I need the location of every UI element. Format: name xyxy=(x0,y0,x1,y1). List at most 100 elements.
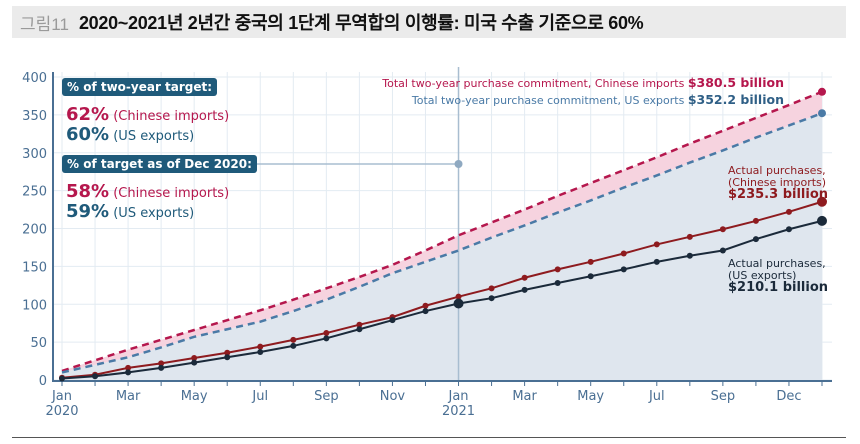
x-tick-label: Jan xyxy=(447,389,468,404)
us-commit-text: Total two-year purchase commitment, US e… xyxy=(411,94,685,107)
y-tick-label: 100 xyxy=(22,298,47,313)
us-actual-value: $210.1 billion xyxy=(728,280,829,295)
dec2020-us-label: (US exports) xyxy=(113,206,195,221)
bottom-divider xyxy=(12,437,846,438)
x-tick-year-label: 2020 xyxy=(45,404,78,419)
x-tick-label: Sep xyxy=(314,389,339,404)
us-actual-line-point xyxy=(356,326,363,333)
cn-actual-line-point xyxy=(554,266,561,273)
two-year-cn-stat: 62% (Chinese imports) xyxy=(66,104,229,125)
us-commitment-annotation: Total two-year purchase commitment, US e… xyxy=(412,92,784,107)
x-tick-label: Jan xyxy=(51,389,72,404)
x-tick-label: May xyxy=(577,389,604,404)
cn-actual-line xyxy=(61,200,823,379)
cn-actual-label: Actual purchases, (Chinese imports) $235… xyxy=(728,164,829,202)
us-actual-line xyxy=(61,219,823,380)
us-actual-line-point xyxy=(191,359,198,366)
us-actual-line-point xyxy=(323,335,330,342)
y-tick-label: 250 xyxy=(22,185,47,200)
us-actual-line-point xyxy=(620,266,627,273)
us-actual-line-point xyxy=(422,308,429,315)
x-tick-label: Jul xyxy=(251,389,268,404)
x-tick-label: Dec xyxy=(776,389,801,404)
us-actual-line-point xyxy=(158,364,165,371)
dec2020-pointer-dot xyxy=(454,160,463,168)
us-actual-line-point xyxy=(554,280,561,287)
dec2020-cn-value: 58% xyxy=(66,181,110,202)
y-tick-label: 150 xyxy=(22,260,47,275)
x-tick-label: Sep xyxy=(711,389,736,404)
dec2020-us-stat: 59% (US exports) xyxy=(66,201,194,222)
cn-actual-line-point xyxy=(290,336,297,343)
dec2020-cn-stat: 58% (Chinese imports) xyxy=(66,181,229,202)
cn-actual-line1: Actual purchases, xyxy=(728,164,826,177)
cn-actual-line-point xyxy=(620,250,627,257)
dec2020-us-value: 59% xyxy=(66,201,110,222)
us-actual-line-point xyxy=(125,369,132,376)
cn-actual-line2: (Chinese imports) xyxy=(728,176,827,189)
cn-actual-line-point xyxy=(224,349,231,356)
y-tick-label: 0 xyxy=(39,374,47,389)
two-year-us-value: 60% xyxy=(66,124,110,145)
us-actual-line-point xyxy=(59,375,65,382)
area-under-us-target xyxy=(62,113,822,381)
cn-commit-value: $380.5 billion xyxy=(687,75,784,90)
x-tick-year-label: 2021 xyxy=(442,404,475,419)
two-year-us-label: (US exports) xyxy=(113,129,195,144)
cn-actual-line-point xyxy=(422,302,429,309)
title-bar: 그림11 2020~2021년 2년간 중국의 1단계 무역합의 이행률: 미국… xyxy=(12,6,846,38)
x-tick-label: Nov xyxy=(380,389,406,404)
us-target-line-end-point xyxy=(818,109,826,118)
x-tick-label: Jul xyxy=(648,389,665,404)
cn-actual-line-point xyxy=(257,343,264,350)
cn-commit-text: Total two-year purchase commitment, Chin… xyxy=(382,77,685,90)
two-year-target-title: % of two-year target: xyxy=(62,78,218,96)
dec2020-target-title: % of target as of Dec 2020: xyxy=(62,155,257,173)
cn-actual-line-point xyxy=(125,364,132,371)
cn-actual-line-point xyxy=(521,274,528,281)
us-actual-line-point xyxy=(92,373,99,380)
cn-actual-value: $235.3 billion xyxy=(728,187,829,202)
us-actual-line2: (US exports) xyxy=(728,269,797,282)
dec2020-cn-label: (Chinese imports) xyxy=(113,186,230,201)
cn-actual-line-point xyxy=(488,285,495,292)
two-year-cn-label: (Chinese imports) xyxy=(113,109,230,124)
us-actual-line-point xyxy=(453,298,464,309)
us-actual-line-point xyxy=(257,348,264,355)
y-tick-label: 300 xyxy=(22,147,47,162)
us-actual-label: Actual purchases, (US exports) $210.1 bi… xyxy=(728,257,829,295)
us-actual-line-point xyxy=(752,236,759,243)
cn-actual-line-point xyxy=(817,196,827,207)
us-actual-line-point xyxy=(290,342,297,349)
cn-actual-line-point xyxy=(785,208,792,215)
two-year-us-stat: 60% (US exports) xyxy=(66,124,194,145)
us-actual-line-point xyxy=(488,295,495,302)
cn-actual-line-point xyxy=(356,321,363,328)
us-actual-line-point xyxy=(686,252,693,259)
cn-actual-line-point xyxy=(191,355,198,362)
us-actual-line-point xyxy=(389,317,396,324)
us-target-line xyxy=(61,112,823,374)
cn-actual-line-point xyxy=(455,293,462,300)
cn-actual-line-point xyxy=(587,258,594,265)
y-tick-label: 200 xyxy=(22,223,47,238)
cn-target-line xyxy=(61,90,823,373)
cn-actual-line-point xyxy=(323,330,330,337)
cn-target-line-end-point xyxy=(818,87,826,96)
us-actual-line-point xyxy=(653,258,660,265)
us-actual-line-point xyxy=(785,226,792,233)
x-tick-label: Mar xyxy=(512,389,537,404)
us-actual-line-point xyxy=(521,286,528,293)
cn-commitment-annotation: Total two-year purchase commitment, Chin… xyxy=(382,75,784,90)
y-tick-label: 350 xyxy=(22,109,47,124)
cn-actual-line-point xyxy=(158,360,165,367)
figure-label: 그림11 xyxy=(20,14,69,34)
cn-actual-line-point xyxy=(719,226,726,233)
x-tick-label: Mar xyxy=(116,389,141,404)
page-title: 2020~2021년 2년간 중국의 1단계 무역합의 이행률: 미국 수출 기… xyxy=(78,13,644,33)
x-tick-label: May xyxy=(181,389,208,404)
us-actual-line1: Actual purchases, xyxy=(728,257,826,270)
cn-actual-line-point xyxy=(752,217,759,224)
us-commit-value: $352.2 billion xyxy=(687,92,784,107)
